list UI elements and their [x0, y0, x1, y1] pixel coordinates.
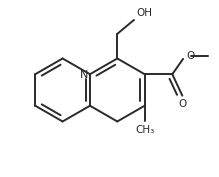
Text: O: O	[178, 99, 186, 109]
Text: O: O	[187, 52, 195, 61]
Text: CH₃: CH₃	[135, 125, 154, 135]
Text: N: N	[79, 70, 88, 80]
Text: OH: OH	[136, 8, 152, 18]
